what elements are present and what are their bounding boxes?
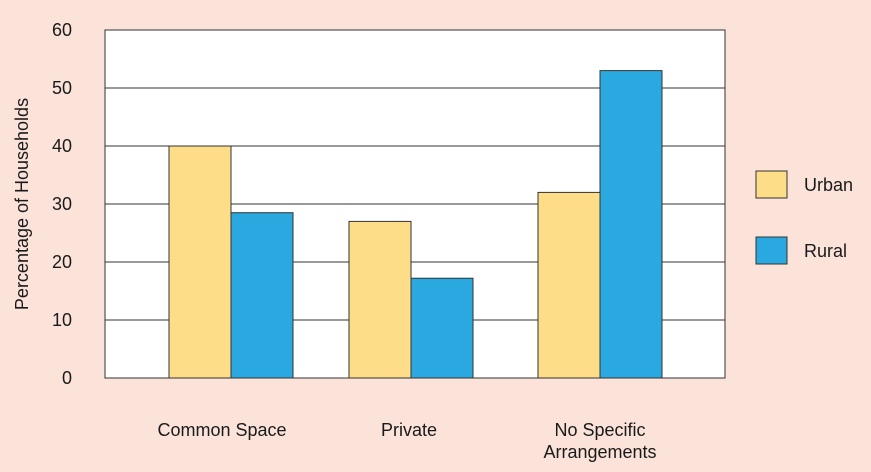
bar-urban [168, 145, 232, 379]
legend-swatch-rural [755, 236, 788, 265]
y-tick-label: 50 [52, 78, 72, 98]
x-category-label: Private [381, 420, 437, 440]
x-category-label: No Specific Arrangements [543, 420, 656, 462]
legend-label-urban: Urban [804, 175, 853, 195]
y-tick-label: 30 [52, 194, 72, 214]
legend: Urban Rural [755, 170, 853, 265]
y-tick-label: 60 [52, 20, 72, 40]
y-tick-label: 10 [52, 310, 72, 330]
legend-swatch-urban [755, 170, 788, 199]
y-axis-title: Percentage of Households [12, 98, 32, 310]
x-category-label: Common Space [157, 420, 286, 440]
x-axis-categories: Common Space Private No Specific Arrangemen… [157, 420, 656, 462]
y-tick-label: 20 [52, 252, 72, 272]
legend-label-rural: Rural [804, 241, 847, 261]
bar-urban [537, 191, 601, 379]
bars [168, 70, 663, 379]
bar-rural [230, 212, 294, 379]
bar-rural [410, 277, 474, 379]
y-axis-ticks: 0 10 20 30 40 50 60 [52, 20, 72, 388]
y-tick-label: 0 [62, 368, 72, 388]
y-tick-label: 40 [52, 136, 72, 156]
bar-urban [348, 220, 412, 379]
bar-rural [599, 70, 663, 379]
